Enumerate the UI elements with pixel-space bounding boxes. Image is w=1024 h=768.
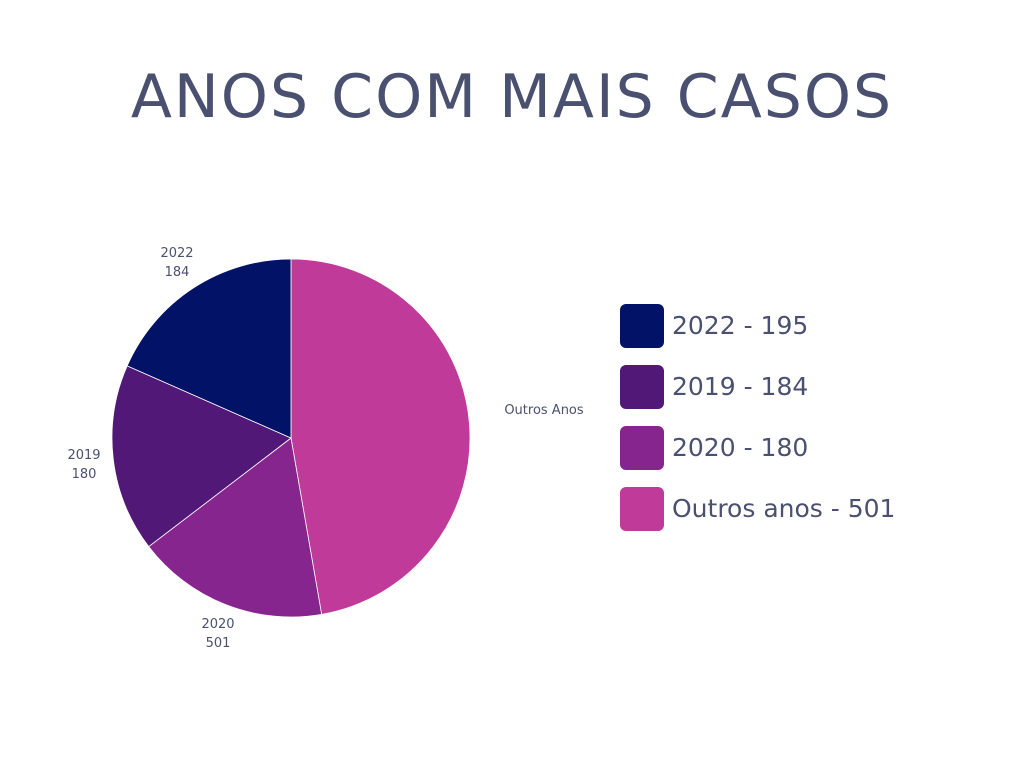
chart-title: ANOS COM MAIS CASOS	[130, 62, 894, 132]
legend-swatch	[620, 425, 664, 470]
legend-swatch	[620, 486, 664, 531]
pie-slice-outros-anos	[290, 258, 471, 615]
slice-label-line: 2020	[201, 617, 234, 632]
legend-item: 2019 - 184	[620, 364, 895, 409]
pie-slice-2022	[126, 258, 292, 439]
legend-label: 2022 - 195	[672, 311, 809, 340]
legend-label: 2019 - 184	[672, 372, 809, 401]
slice-label-line: Outros Anos	[504, 403, 584, 418]
legend-label: Outros anos - 501	[672, 494, 896, 523]
slice-label-line: 2019	[67, 448, 100, 463]
pie-slice-2020	[148, 437, 323, 618]
legend-item: Outros anos - 501	[620, 486, 895, 531]
slice-label-line: 2022	[160, 246, 193, 261]
slice-label: 2022 184	[160, 246, 193, 280]
slice-label: 2019 180	[67, 448, 100, 482]
slice-label-line: 184	[165, 265, 190, 280]
pie-slice-2019	[111, 365, 292, 548]
slice-label: 2020 501	[201, 617, 234, 651]
legend-item: 2022 - 195	[620, 303, 895, 348]
slice-label-line: 501	[206, 636, 231, 651]
slice-label-line: 180	[72, 467, 97, 482]
slice-label: Outros Anos	[504, 403, 584, 418]
legend-swatch	[620, 364, 664, 409]
legend-label: 2020 - 180	[672, 433, 809, 462]
legend-swatch	[620, 303, 664, 348]
chart-legend: 2022 - 195 2019 - 184 2020 - 180 Outros ano…	[620, 303, 895, 547]
legend-item: 2020 - 180	[620, 425, 895, 470]
